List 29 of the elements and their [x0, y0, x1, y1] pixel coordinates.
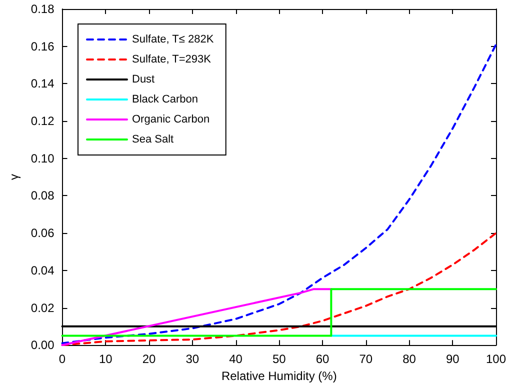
x-tick-label: 70 — [359, 352, 373, 366]
x-tick-label: 90 — [446, 352, 460, 366]
legend-label: Dust — [132, 74, 155, 86]
y-tick-label: 0.06 — [30, 226, 55, 240]
y-tick-label: 0.02 — [30, 300, 55, 315]
legend-label: Sulfate, T=293K — [132, 54, 212, 66]
x-tick-label: 40 — [229, 352, 243, 366]
y-tick-label: 0.00 — [30, 338, 55, 352]
y-axis-title: γ — [7, 174, 21, 180]
x-tick-label: 0 — [58, 352, 66, 366]
x-tick-label: 60 — [316, 352, 330, 366]
y-tick-label: 0.18 — [30, 2, 55, 16]
y-tick-label: 0.08 — [30, 188, 55, 203]
x-tick-label: 10 — [98, 352, 113, 366]
x-tick-label: 80 — [402, 352, 416, 366]
legend-label: Sea Salt — [132, 134, 174, 146]
x-axis-title: Relative Humidity (%) — [221, 369, 337, 383]
x-tick-label: 20 — [142, 352, 156, 366]
y-tick-label: 0.04 — [30, 263, 55, 278]
y-tick-label: 0.14 — [30, 76, 55, 91]
legend-label: Organic Carbon — [132, 114, 210, 126]
x-tick-label: 50 — [272, 352, 286, 366]
x-tick-label: 30 — [186, 352, 200, 366]
legend-label: Black Carbon — [132, 94, 198, 106]
y-tick-label: 0.10 — [30, 151, 55, 166]
y-tick-label: 0.16 — [30, 39, 55, 54]
y-tick-label: 0.12 — [30, 114, 55, 128]
x-tick-label: 100 — [486, 352, 506, 366]
legend-label: Sulfate, T≤ 282K — [132, 34, 214, 46]
